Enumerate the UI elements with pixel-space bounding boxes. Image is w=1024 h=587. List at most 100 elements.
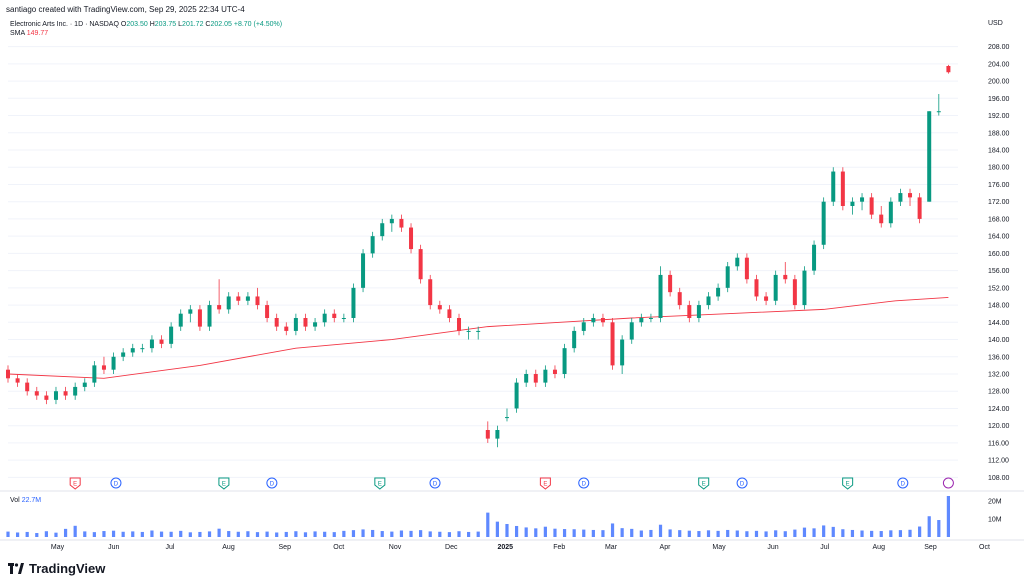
volume-bar	[601, 530, 605, 537]
volume-bar	[582, 529, 586, 537]
volume-bar	[831, 526, 835, 537]
volume-bar	[54, 532, 58, 537]
candle-body	[783, 274, 788, 280]
candle-body	[313, 322, 318, 327]
candle-body	[773, 274, 778, 301]
volume-bar	[284, 531, 288, 537]
candle-body	[140, 348, 145, 350]
volume-bar	[774, 530, 778, 537]
volume-bar	[927, 516, 931, 537]
volume-bar	[879, 531, 883, 537]
y-tick-label: 144.00	[988, 320, 1010, 327]
sma-legend: SMA 149.77	[10, 30, 48, 37]
volume-bar	[131, 531, 135, 537]
volume-bar	[227, 531, 231, 537]
dividend-marker	[266, 477, 278, 489]
candle-body	[226, 296, 231, 310]
x-tick-label: Sep	[279, 544, 292, 551]
candle-body	[744, 257, 749, 280]
change-value: +8.70 (+4.50%)	[233, 21, 283, 28]
volume-tick-label: 20M	[988, 498, 1002, 505]
volume-bar	[371, 529, 375, 537]
event-label: D	[114, 482, 119, 488]
x-tick-label: May	[51, 544, 65, 551]
volume-bar	[649, 529, 653, 537]
candle-body	[236, 296, 241, 301]
candle-body	[217, 305, 222, 310]
volume-bar	[179, 530, 183, 537]
volume-bar	[255, 532, 260, 537]
chart-caption: santiago created with TradingView.com, S…	[6, 5, 245, 14]
volume-bar	[706, 530, 711, 537]
volume-bar	[639, 530, 643, 537]
candle-body	[73, 386, 78, 396]
candle-body	[341, 318, 346, 319]
y-tick-label: 112.00	[988, 458, 1009, 465]
y-tick-label: 184.00	[988, 148, 1010, 155]
candle-body	[869, 197, 874, 215]
candle-body	[188, 309, 193, 314]
x-tick-label: Aug	[222, 544, 235, 551]
volume-bar	[793, 529, 797, 537]
candle-body	[476, 330, 481, 332]
y-tick-label: 200.00	[988, 79, 1010, 86]
candle-body	[293, 318, 298, 331]
volume-bar	[486, 512, 490, 537]
volume-tick-label: 10M	[988, 516, 1002, 523]
candle-body	[101, 365, 106, 370]
volume-bar	[198, 531, 202, 537]
event-label: D	[270, 482, 275, 488]
volume-bar	[937, 520, 941, 537]
volume-bar	[822, 525, 826, 537]
candle-body	[716, 287, 721, 297]
y-tick-label: 124.00	[988, 406, 1010, 413]
volume-value: 22.7M	[21, 497, 42, 504]
volume-label: Vol	[10, 497, 20, 504]
high-value: 203.75	[154, 21, 177, 28]
volume-bar	[73, 525, 77, 537]
candle-body	[121, 352, 126, 357]
candle-body	[754, 279, 759, 297]
candle-body	[668, 274, 673, 293]
volume-bar	[553, 528, 557, 537]
candle-body	[130, 348, 135, 353]
candle-body	[485, 430, 490, 439]
y-tick-label: 192.00	[988, 113, 1010, 120]
split-marker	[942, 477, 954, 489]
volume-bar	[860, 530, 864, 537]
candle-body	[466, 330, 471, 332]
candle-body	[370, 236, 375, 254]
volume-bar	[678, 530, 682, 537]
candle-body	[860, 197, 865, 202]
x-tick-label: May	[712, 544, 726, 551]
event-label: E	[543, 482, 547, 488]
y-tick-label: 180.00	[988, 165, 1010, 172]
volume-bar	[409, 530, 413, 537]
volume-bar	[697, 531, 701, 537]
candle-body	[447, 309, 452, 318]
y-tick-label: 132.00	[988, 372, 1010, 379]
close-value: 202.05	[210, 21, 232, 28]
dividend-marker	[897, 477, 909, 489]
y-tick-label: 168.00	[988, 216, 1010, 223]
volume-bar	[159, 531, 164, 537]
volume-bar	[918, 526, 922, 537]
volume-bar	[15, 532, 20, 537]
volume-bar	[438, 531, 442, 537]
y-tick-label: 152.00	[988, 285, 1010, 292]
volume-bar	[236, 531, 240, 537]
candle-body	[322, 313, 327, 323]
candle-body	[879, 214, 884, 224]
volume-bar	[44, 531, 48, 537]
volume-bar	[63, 528, 68, 537]
volume-bar	[467, 531, 471, 537]
sma-value: 149.77	[26, 30, 49, 37]
volume-bar	[150, 530, 154, 537]
earnings-marker	[218, 477, 230, 490]
candle-body	[514, 382, 519, 409]
volume-bar	[505, 523, 509, 537]
candle-body	[25, 382, 30, 392]
candle-body	[92, 365, 97, 383]
volume-bar	[764, 531, 768, 537]
